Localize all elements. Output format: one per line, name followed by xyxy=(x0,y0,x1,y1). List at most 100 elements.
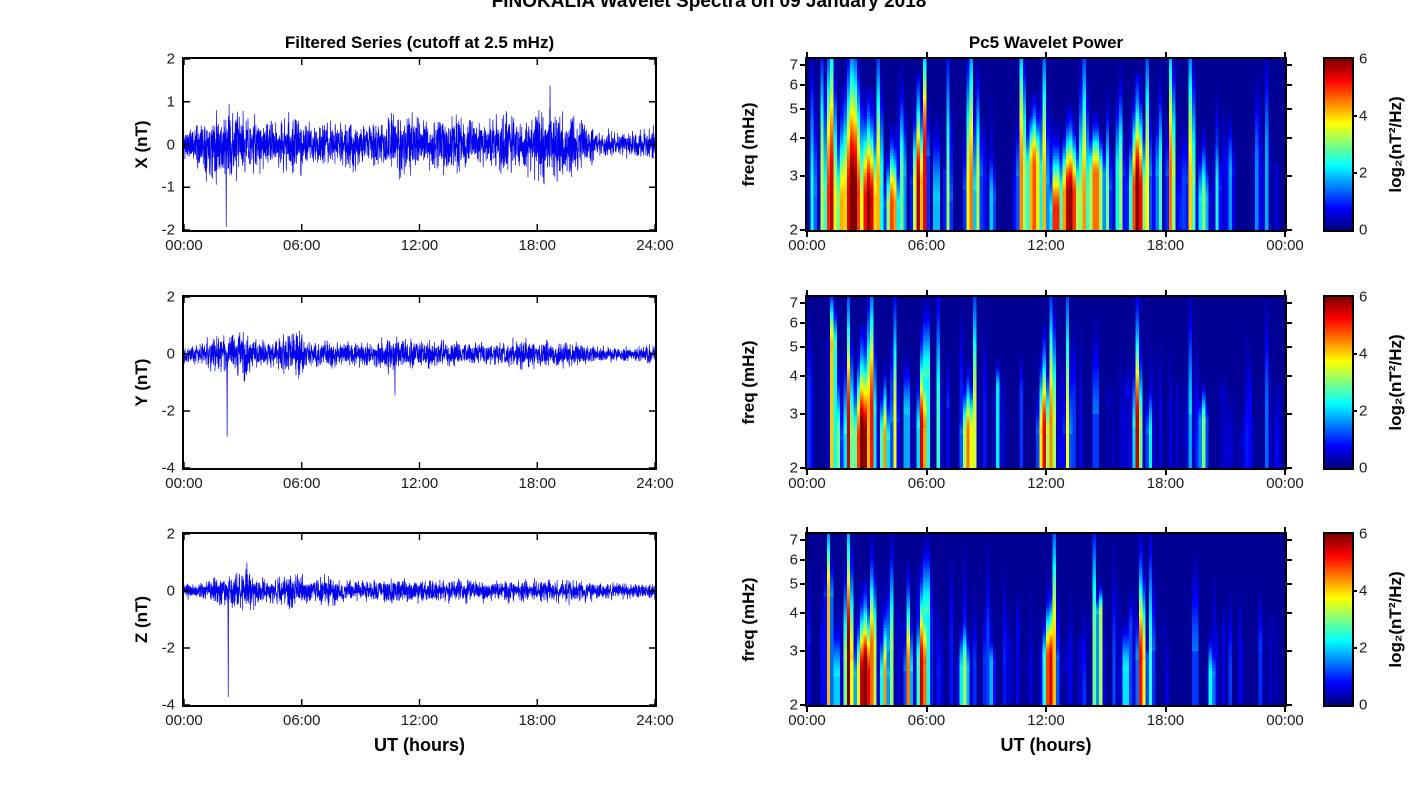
y-series-ylabel-wrap: Y (nT) xyxy=(132,297,152,468)
x-tick-label: 12:00 xyxy=(1027,475,1065,492)
tick-mark xyxy=(806,230,808,237)
tick-mark xyxy=(800,538,807,541)
tick-mark xyxy=(1285,83,1292,86)
y-tick-label: 0 xyxy=(166,582,175,600)
tick-mark xyxy=(1284,705,1286,712)
y-tick-label: 5 xyxy=(789,575,798,593)
tick-mark xyxy=(1285,650,1292,653)
x-wavelet-panel: Pc5 Wavelet Power freq (mHz) 00:00 06:00 1… xyxy=(739,33,1304,254)
tick-mark xyxy=(1285,137,1292,140)
x-tick-label: 18:00 xyxy=(518,237,557,254)
colorbar-z-label: log₂(nT²/Hz) xyxy=(1386,571,1405,668)
colorbar-tick-mark xyxy=(1352,115,1357,117)
y-tick-label: 7 xyxy=(789,531,798,549)
x-tick-label: 12:00 xyxy=(1027,712,1065,729)
colorbar-tick-label: 0 xyxy=(1359,221,1368,239)
x-tick-label: 12:00 xyxy=(400,712,439,729)
y-tick-label: 1 xyxy=(166,93,175,111)
tick-mark xyxy=(925,52,928,59)
tick-mark xyxy=(806,527,808,534)
tick-mark xyxy=(1164,230,1167,237)
colorbar-tick-label: 2 xyxy=(1359,164,1368,182)
z-wavelet-ylabel-wrap: freq (mHz) xyxy=(739,534,759,705)
tick-mark xyxy=(800,63,807,66)
tick-mark xyxy=(1285,558,1292,561)
y-tick-label: 4 xyxy=(789,367,798,385)
y-series-plot xyxy=(184,297,655,468)
x-tick-label: 00:00 xyxy=(165,475,203,492)
x-tick-label: 00:00 xyxy=(165,712,203,729)
tick-mark xyxy=(1285,538,1292,541)
x-tick-label: 06:00 xyxy=(282,237,321,254)
tick-mark xyxy=(800,345,807,348)
x-tick-label: 18:00 xyxy=(518,475,557,492)
y-tick-label: -1 xyxy=(161,178,175,196)
tick-mark xyxy=(1284,230,1286,237)
tick-mark xyxy=(800,107,807,110)
y-tick-label: 5 xyxy=(789,100,798,118)
colorbar-tick-mark xyxy=(1352,172,1357,174)
colorbar-x-label-wrap: log₂(nT²/Hz) xyxy=(1386,59,1406,230)
colorbar-x-wavelet: log₂(nT²/Hz) 6 4 2 0 xyxy=(1323,51,1405,239)
colorbar-tick-label: 0 xyxy=(1359,696,1368,714)
tick-mark xyxy=(800,301,807,304)
colorbar-y-gradient xyxy=(1325,297,1352,468)
z-series-plot xyxy=(184,534,655,705)
colorbar-tick-mark xyxy=(1352,410,1357,412)
tick-mark xyxy=(1285,612,1292,615)
tick-mark xyxy=(1285,63,1292,66)
left-xaxis-label: UT (hours) xyxy=(374,735,465,755)
x-tick-label: 00:00 xyxy=(1266,475,1304,492)
tick-mark xyxy=(925,468,928,475)
y-tick-label: -4 xyxy=(161,459,175,477)
tick-mark xyxy=(806,52,808,59)
x-series-plot xyxy=(184,59,655,230)
colorbar-tick-label: 4 xyxy=(1359,345,1368,363)
tick-mark xyxy=(800,582,807,585)
x-wavelet-spectrogram xyxy=(807,59,1285,230)
filtered-series-title: Filtered Series (cutoff at 2.5 mHz) xyxy=(284,33,555,52)
y-tick-label: 2 xyxy=(166,525,175,543)
x-tick-label: 18:00 xyxy=(518,712,557,729)
tick-mark xyxy=(925,527,928,534)
y-series-ylabel: Y (nT) xyxy=(132,358,151,407)
tick-mark xyxy=(1285,229,1292,231)
x-series-panel: Filtered Series (cutoff at 2.5 mHz) X (n… xyxy=(132,33,674,254)
tick-mark xyxy=(806,290,808,297)
tick-mark xyxy=(1164,290,1167,297)
tick-mark xyxy=(1164,527,1167,534)
x-tick-label: 06:00 xyxy=(907,237,946,254)
colorbar-tick-label: 6 xyxy=(1359,288,1368,306)
y-wavelet-panel: freq (mHz) 00:00 06:00 12:00 18:00 00:00 7 6 5 4… xyxy=(739,290,1304,492)
tick-mark xyxy=(800,137,807,140)
z-series-ylabel-wrap: Z (nT) xyxy=(132,534,152,705)
tick-mark xyxy=(800,413,807,416)
tick-mark xyxy=(1284,527,1286,534)
right-xaxis-label: UT (hours) xyxy=(1000,735,1092,755)
x-tick-label: 24:00 xyxy=(636,475,674,492)
x-tick-label: 00:00 xyxy=(788,475,826,492)
tick-mark xyxy=(1285,301,1292,304)
x-tick-label: 12:00 xyxy=(400,475,439,492)
x-tick-label: 06:00 xyxy=(907,712,946,729)
tick-mark xyxy=(800,612,807,615)
tick-mark xyxy=(1045,52,1047,59)
tick-mark xyxy=(800,704,807,706)
colorbar-z-label-wrap: log₂(nT²/Hz) xyxy=(1386,534,1406,705)
tick-mark xyxy=(1285,413,1292,416)
tick-mark xyxy=(1284,468,1286,475)
y-tick-label: 2 xyxy=(166,50,175,68)
tick-mark xyxy=(1284,52,1286,59)
z-wavelet-spectrogram xyxy=(807,534,1285,705)
tick-mark xyxy=(1045,705,1047,712)
x-tick-label: 00:00 xyxy=(788,237,826,254)
x-tick-label: 18:00 xyxy=(1146,712,1185,729)
tick-mark xyxy=(1164,468,1167,475)
x-tick-label: 24:00 xyxy=(636,237,674,254)
x-tick-label: 18:00 xyxy=(1146,237,1185,254)
tick-mark xyxy=(925,705,928,712)
colorbar-tick-label: 4 xyxy=(1359,107,1368,125)
x-wavelet-ylabel: freq (mHz) xyxy=(739,102,758,187)
y-wavelet-ylabel: freq (mHz) xyxy=(739,340,758,425)
